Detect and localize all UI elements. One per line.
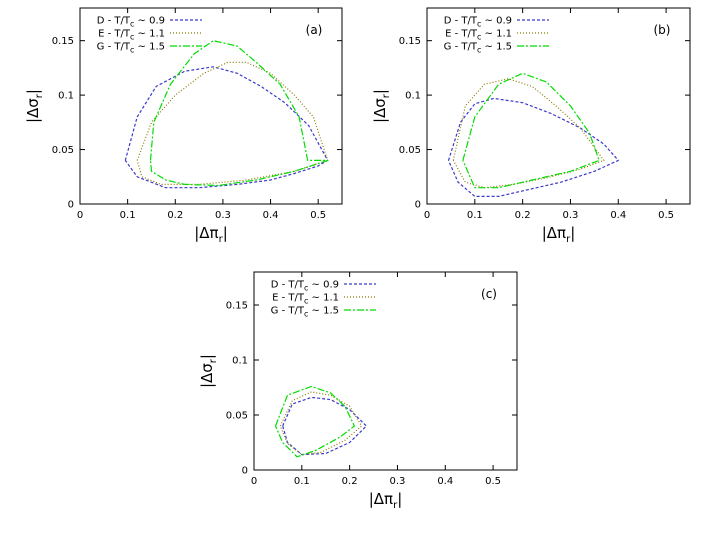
chart-panel-3: 0 0.1 0.2 0.3 0.4 0.5 0 0.05 0.1 0.15 |Δπr| |Δσr| (c… bbox=[198, 271, 518, 511]
y-tick-label: 0.1 bbox=[58, 91, 74, 102]
series-line-3 bbox=[149, 40, 329, 187]
x-tick-label: 0.5 bbox=[485, 476, 501, 487]
legend-label: E - T/Tc ~ 1.1 bbox=[98, 29, 165, 42]
x-tick-label: 0.2 bbox=[167, 210, 183, 221]
y-tick-label: 0.05 bbox=[399, 145, 421, 156]
chart-panel-1: 0 0.1 0.2 0.3 0.4 0.5 0 0.05 0.1 0.15 |Δπr| |Δσr| (a… bbox=[24, 7, 343, 245]
series-line-3 bbox=[274, 385, 355, 458]
x-tick-label: 0 bbox=[424, 210, 430, 221]
y-tick-label: 0.15 bbox=[52, 36, 74, 47]
legend-label: G - T/Tc ~ 1.5 bbox=[444, 42, 512, 55]
y-tick-label: 0 bbox=[415, 200, 421, 211]
x-tick-label: 0.2 bbox=[342, 476, 358, 487]
x-tick-label: 0.4 bbox=[437, 476, 453, 487]
x-tick-label: 0 bbox=[251, 476, 257, 487]
y-tick-label: 0.15 bbox=[399, 36, 421, 47]
x-tick-label: 0.5 bbox=[658, 210, 674, 221]
x-axis-title: |Δπr| bbox=[542, 224, 576, 245]
legend-label: G - T/Tc ~ 1.5 bbox=[271, 306, 339, 319]
y-tick-label: 0.1 bbox=[405, 91, 421, 102]
series-line-2 bbox=[136, 61, 329, 185]
plot-frame bbox=[426, 7, 691, 205]
panel-label: (c) bbox=[481, 287, 497, 301]
legend-label: D - T/Tc ~ 0.9 bbox=[97, 16, 165, 29]
legend-label: G - T/Tc ~ 1.5 bbox=[97, 42, 165, 55]
x-tick-label: 0.1 bbox=[467, 210, 483, 221]
x-tick-label: 0 bbox=[77, 210, 83, 221]
x-tick-label: 0.1 bbox=[120, 210, 136, 221]
series-line-1 bbox=[282, 396, 367, 456]
y-axis-title: |Δσr| bbox=[371, 89, 392, 123]
x-tick-label: 0.5 bbox=[310, 210, 326, 221]
panel-label: (b) bbox=[654, 23, 671, 37]
plot-frame bbox=[253, 271, 518, 471]
y-tick-label: 0.05 bbox=[52, 145, 74, 156]
x-tick-label: 0.4 bbox=[610, 210, 626, 221]
legend-label: D - T/Tc ~ 0.9 bbox=[444, 16, 512, 29]
x-tick-label: 0.1 bbox=[294, 476, 310, 487]
legend-label: E - T/Tc ~ 1.1 bbox=[445, 29, 512, 42]
series-line-2 bbox=[279, 391, 363, 456]
series-line-2 bbox=[452, 78, 605, 189]
y-tick-label: 0.15 bbox=[226, 301, 248, 312]
chart-panel-2: 0 0.1 0.2 0.3 0.4 0.5 0 0.05 0.1 0.15 |Δπr| |Δσr| (b… bbox=[371, 7, 691, 245]
series-line-1 bbox=[124, 66, 329, 189]
legend-label: D - T/Tc ~ 0.9 bbox=[271, 280, 339, 293]
x-tick-label: 0.4 bbox=[263, 210, 279, 221]
x-tick-label: 0.2 bbox=[515, 210, 531, 221]
x-axis-title: |Δπr| bbox=[369, 490, 403, 511]
y-axis-title: |Δσr| bbox=[198, 354, 219, 388]
y-tick-label: 0.1 bbox=[232, 356, 248, 367]
series-line-3 bbox=[462, 72, 600, 189]
y-tick-label: 0 bbox=[68, 200, 74, 211]
x-tick-label: 0.3 bbox=[390, 476, 406, 487]
legend-label: E - T/Tc ~ 1.1 bbox=[272, 293, 339, 306]
y-axis-title: |Δσr| bbox=[24, 89, 45, 123]
x-tick-label: 0.3 bbox=[563, 210, 579, 221]
series-line-1 bbox=[447, 97, 619, 197]
x-tick-label: 0.3 bbox=[215, 210, 231, 221]
plot-frame bbox=[79, 7, 343, 205]
y-tick-label: 0.05 bbox=[226, 411, 248, 422]
panel-label: (a) bbox=[306, 23, 323, 37]
x-axis-title: |Δπr| bbox=[194, 224, 228, 245]
y-tick-label: 0 bbox=[242, 466, 248, 477]
